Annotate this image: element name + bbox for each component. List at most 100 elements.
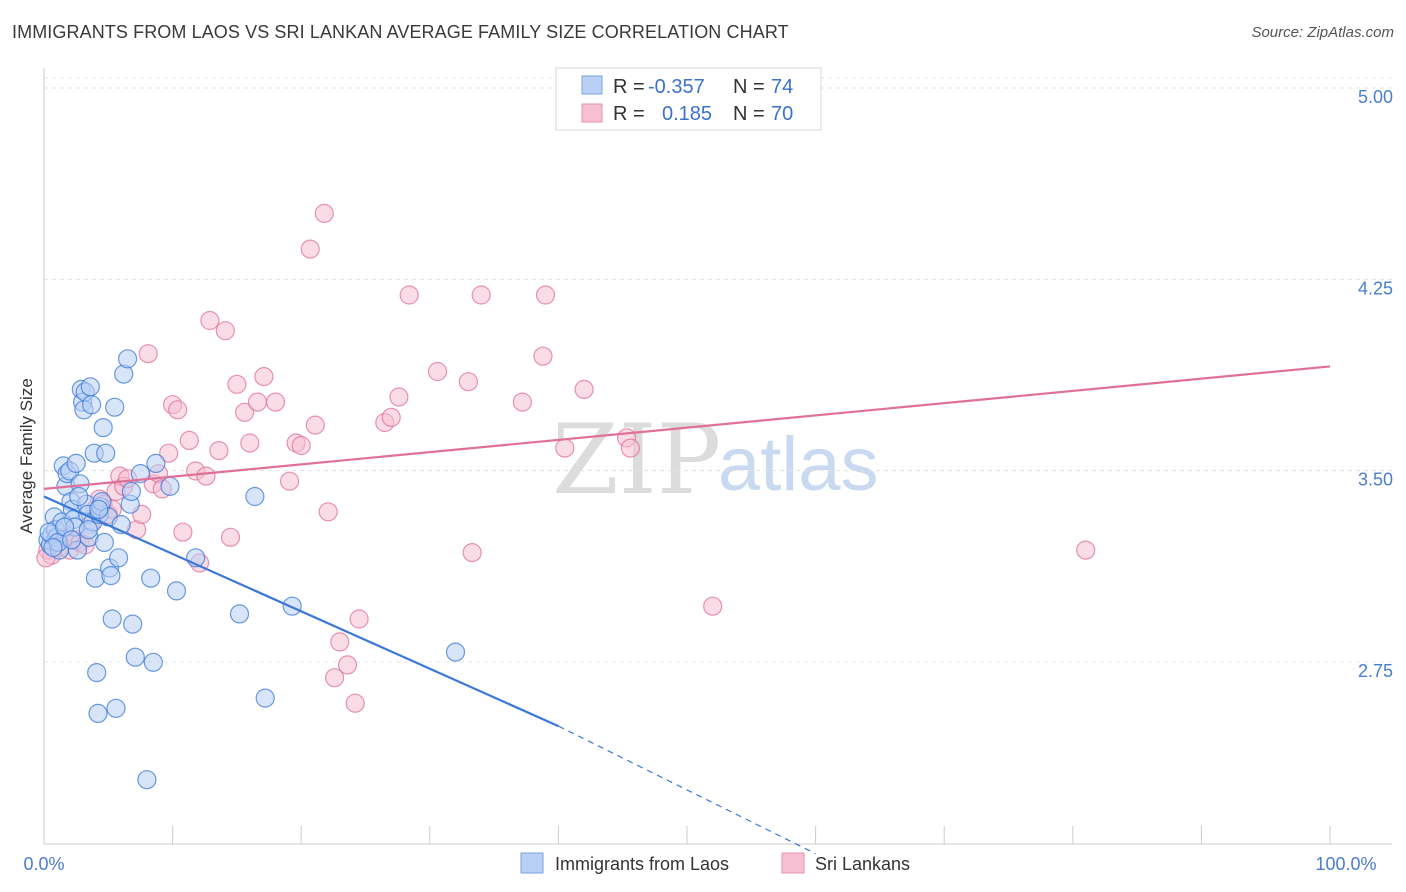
point-laos <box>117 349 138 369</box>
point-laos <box>445 642 466 662</box>
point-sri-lankans <box>235 402 255 422</box>
point-sri-lankans <box>533 346 553 366</box>
series-legend-swatch-laos <box>520 852 544 874</box>
y-tick-labels: 5.00 4.25 3.50 2.75 <box>1358 87 1393 681</box>
point-laos <box>245 486 265 507</box>
point-sri-lankans <box>535 285 556 305</box>
chart-title: IMMIGRANTS FROM LAOS VS SRI LANKAN AVERA… <box>12 22 789 42</box>
point-sri-lankans <box>138 344 158 364</box>
point-laos <box>160 476 180 496</box>
trend-line-laos-extension <box>558 725 816 855</box>
point-sri-lankans <box>227 374 247 394</box>
point-laos <box>125 647 145 667</box>
legend-r-label-1: R = <box>613 76 645 98</box>
watermark-atlas: atlas <box>718 422 879 507</box>
point-laos <box>78 520 99 540</box>
point-laos <box>94 532 115 553</box>
point-sri-lankans <box>389 387 409 407</box>
point-sri-lankans <box>254 367 274 387</box>
point-sri-lankans <box>555 438 575 458</box>
point-laos <box>166 581 187 601</box>
point-laos <box>143 652 163 672</box>
point-laos <box>101 565 121 586</box>
point-laos <box>61 530 82 550</box>
point-sri-lankans <box>168 400 188 420</box>
watermark-zip: ZIP <box>552 404 721 516</box>
trend-line-laos <box>43 495 559 728</box>
x-tick-marks <box>43 826 1331 844</box>
point-sri-lankans <box>330 632 350 652</box>
y-tick-label: 3.50 <box>1358 470 1393 490</box>
correlation-legend: R = -0.357 N = 74 R = 0.185 N = 70 <box>555 67 822 131</box>
point-laos <box>130 464 150 484</box>
point-laos <box>96 443 116 463</box>
point-sri-lankans <box>325 668 345 688</box>
point-sri-lankans <box>220 527 241 547</box>
legend-n-value-1: 74 <box>771 76 793 98</box>
x-tick-label-start: 0.0% <box>23 854 64 874</box>
y-axis-label: Average Family Size <box>17 378 36 534</box>
point-sri-lankans <box>173 522 193 542</box>
point-laos <box>80 377 100 397</box>
point-sri-lankans <box>381 407 401 427</box>
point-sri-lankans <box>291 435 311 456</box>
point-sri-lankans <box>471 285 491 305</box>
point-laos <box>141 568 161 588</box>
point-sri-lankans <box>215 321 235 341</box>
point-laos <box>106 698 126 718</box>
y-tick-label: 4.25 <box>1358 278 1393 298</box>
point-sri-lankans <box>314 203 334 223</box>
point-sri-lankans <box>703 596 723 616</box>
series-legend-label-sri-lankans: Sri Lankans <box>815 854 910 874</box>
trend-lines <box>43 365 1331 855</box>
legend-r-value-1: -0.357 <box>648 76 705 98</box>
legend-r-label-2: R = <box>613 103 645 125</box>
legend-n-label-1: N = <box>733 76 765 98</box>
point-laos <box>229 604 250 624</box>
point-sri-lankans <box>512 392 533 412</box>
legend-n-value-2: 70 <box>771 103 793 125</box>
point-sri-lankans <box>1076 540 1096 560</box>
y-tick-label: 2.75 <box>1358 661 1393 681</box>
point-laos <box>105 397 125 417</box>
point-laos <box>102 609 122 629</box>
point-laos <box>121 481 141 501</box>
series-legend-label-laos: Immigrants from Laos <box>555 854 729 874</box>
point-laos <box>146 453 166 473</box>
series-legend-swatch-sri-lankans <box>781 852 805 874</box>
series-legend: Immigrants from Laos Sri Lankans <box>520 852 910 874</box>
point-laos <box>255 688 275 708</box>
x-tick-label-end: 100.0% <box>1315 854 1376 874</box>
point-sri-lankans <box>247 392 268 412</box>
source-attribution: Source: ZipAtlas.com <box>1251 24 1394 41</box>
point-sri-lankans <box>265 392 286 412</box>
point-laos <box>43 537 63 558</box>
point-laos <box>137 770 157 790</box>
point-sri-lankans <box>209 441 229 461</box>
point-sri-lankans <box>200 310 220 331</box>
point-sri-lankans <box>399 285 419 305</box>
legend-r-value-2: 0.185 <box>662 103 712 125</box>
point-sri-lankans <box>427 361 448 382</box>
point-sri-lankans <box>349 609 369 629</box>
point-sri-lankans <box>280 471 300 491</box>
point-sri-lankans <box>300 239 320 259</box>
point-sri-lankans <box>179 430 199 450</box>
legend-n-label-2: N = <box>733 103 765 125</box>
point-sri-lankans <box>462 542 482 563</box>
point-sri-lankans <box>574 379 594 399</box>
point-sri-lankans <box>458 372 478 392</box>
legend-swatch-blue <box>581 75 603 95</box>
point-sri-lankans <box>345 693 365 713</box>
point-sri-lankans <box>159 443 179 463</box>
point-laos <box>89 499 109 519</box>
point-sri-lankans <box>240 433 260 453</box>
point-laos <box>108 548 129 568</box>
trend-line-sri-lankans <box>43 365 1331 490</box>
point-laos <box>88 703 108 724</box>
axes <box>43 68 1392 845</box>
point-laos <box>81 395 102 415</box>
point-sri-lankans <box>196 466 216 486</box>
point-laos <box>87 662 107 683</box>
